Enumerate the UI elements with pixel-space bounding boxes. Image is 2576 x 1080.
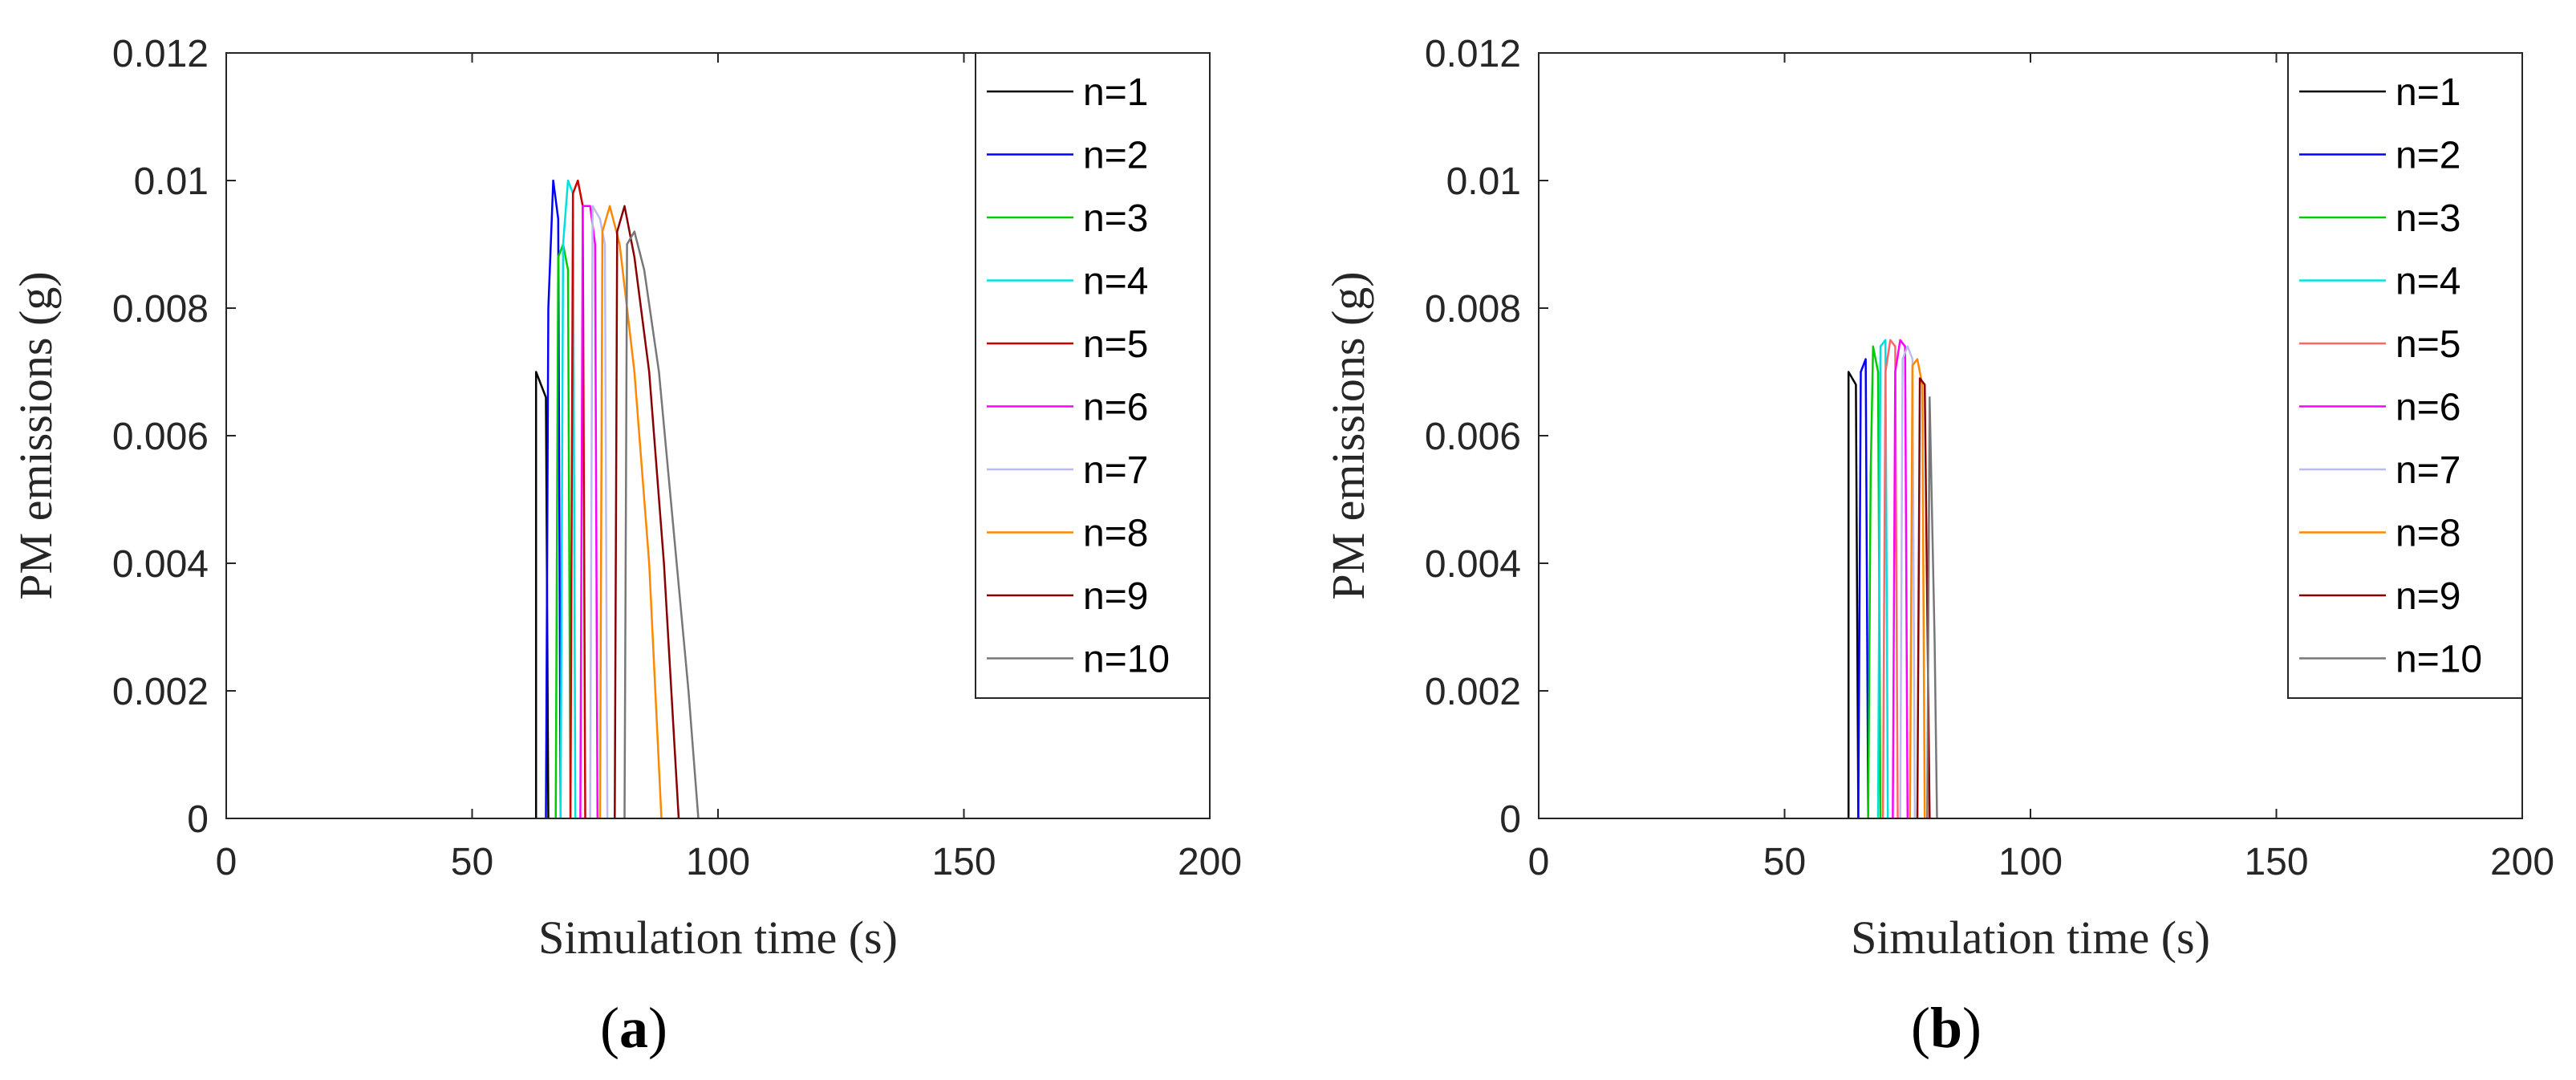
series-line-4	[559, 179, 577, 819]
legend-label-2: n=2	[1083, 135, 1148, 177]
legend-label-5: n=5	[2395, 323, 2460, 366]
legend-box	[2287, 52, 2523, 699]
y-tick-label: 0.004	[1425, 543, 1521, 586]
legend-label-10: n=10	[2395, 639, 2482, 681]
series-line-7	[1899, 345, 1917, 819]
chart-panel-b: 0 50 100 150 200 0 0.002 0.004 0.006 0.008 0.01 0.0…	[1322, 33, 2554, 1060]
series-line-8	[598, 205, 663, 819]
legend-label-8: n=8	[1083, 513, 1148, 555]
series-line-4	[1876, 339, 1889, 819]
x-axis-label: Simulation time (s)	[538, 912, 898, 964]
legend-label-2: n=2	[2395, 135, 2460, 177]
legend-label-4: n=4	[1083, 261, 1148, 303]
y-tick-label: 0	[187, 798, 209, 841]
y-axis-label: PM emissions (g)	[10, 271, 62, 599]
y-tick-label: 0.006	[112, 416, 209, 458]
y-tick-label: 0.004	[112, 543, 209, 586]
legend-box	[975, 52, 1211, 699]
series-line-9	[1916, 377, 1931, 819]
legend-label-7: n=7	[1083, 449, 1148, 492]
chart-panel-a: 0 50 100 150 200 0 0.002 0.004 0.006 0.008 0.01 0.0…	[10, 33, 1242, 1060]
series-line-6	[1892, 339, 1909, 819]
x-tick-label: 200	[1178, 841, 1242, 883]
y-tick-label: 0.002	[112, 671, 209, 713]
legend-label-1: n=1	[1083, 71, 1148, 114]
series-line-5	[569, 179, 586, 819]
x-tick-label: 200	[2490, 841, 2554, 883]
legend-label-9: n=9	[1083, 575, 1148, 618]
panel-label-close: )	[1962, 996, 1982, 1060]
series-line-10	[1926, 396, 1938, 819]
series-line-8	[1909, 358, 1926, 819]
legend-label-9: n=9	[2395, 575, 2460, 618]
panel-label: (a)	[600, 996, 667, 1060]
x-tick-label: 0	[216, 841, 237, 883]
y-tick-label: 0.012	[112, 33, 209, 75]
legend-label-10: n=10	[1083, 639, 1170, 681]
y-tick-label: 0.008	[112, 288, 209, 331]
y-tick-label: 0.01	[1446, 160, 1521, 203]
y-tick-label: 0.012	[1425, 33, 1521, 75]
series-line-6	[579, 205, 599, 819]
y-tick-label: 0.002	[1425, 671, 1521, 713]
y-tick-label: 0.006	[1425, 416, 1521, 458]
x-tick-label: 50	[451, 841, 493, 883]
y-tick-label: 0.008	[1425, 288, 1521, 331]
y-axis-label: PM emissions (g)	[1322, 271, 1374, 599]
y-tick-label: 0.01	[134, 160, 209, 203]
series-line-2	[1857, 358, 1869, 819]
legend: n=1 n=2 n=3 n=4 n=5 n=6 n=7 n=8 n=9 n=10	[975, 52, 1211, 699]
legend-label-5: n=5	[1083, 323, 1148, 366]
legend-label-6: n=6	[1083, 387, 1148, 429]
x-tick-label: 0	[1528, 841, 1550, 883]
legend-label-1: n=1	[2395, 71, 2460, 114]
series-line-1	[1847, 371, 1860, 819]
y-tick-label: 0	[1499, 798, 1521, 841]
x-tick-label: 150	[2244, 841, 2308, 883]
panel-label-letter: a	[619, 996, 648, 1060]
series-line-2	[545, 179, 562, 819]
panel-label: (b)	[1911, 996, 1982, 1060]
legend-label-4: n=4	[2395, 261, 2460, 303]
panel-label-letter: b	[1930, 996, 1962, 1060]
panel-label-open: (	[600, 996, 619, 1060]
legend-label-8: n=8	[2395, 513, 2460, 555]
x-axis-label: Simulation time (s)	[1851, 912, 2210, 964]
legend: n=1 n=2 n=3 n=4 n=5 n=6 n=7 n=8 n=9 n=10	[2287, 52, 2523, 699]
panel-label-open: (	[1911, 996, 1930, 1060]
series-line-9	[614, 205, 680, 819]
legend-label-6: n=6	[2395, 387, 2460, 429]
x-tick-label: 50	[1763, 841, 1806, 883]
x-tick-label: 100	[686, 841, 750, 883]
x-tick-label: 150	[931, 841, 996, 883]
series-line-7	[589, 205, 609, 819]
legend-label-3: n=3	[2395, 197, 2460, 240]
series-line-10	[623, 230, 700, 819]
legend-label-3: n=3	[1083, 197, 1148, 240]
x-tick-label: 100	[1998, 841, 2063, 883]
series-line-5	[1881, 339, 1899, 819]
panel-label-close: )	[648, 996, 667, 1060]
legend-label-7: n=7	[2395, 449, 2460, 492]
